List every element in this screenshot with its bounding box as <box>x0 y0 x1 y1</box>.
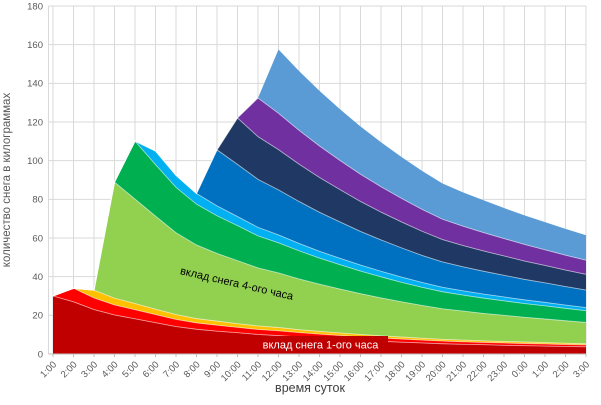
y-tick-label-80: 80 <box>32 195 43 206</box>
x-tick-label-21: 22:00 <box>465 359 490 384</box>
area-series-7 <box>53 141 586 308</box>
x-tick-label-24: 1:00 <box>530 359 551 380</box>
x-tick-label-5: 6:00 <box>141 359 162 380</box>
x-tick-label-23: 0:00 <box>510 359 531 380</box>
x-tick-label-22: 23:00 <box>486 359 511 384</box>
annotation-hour1-box: вклад снега 1-ого часа <box>253 336 388 353</box>
area-series-group <box>53 49 586 354</box>
y-tick-label-40: 40 <box>32 272 43 283</box>
series-separators <box>52 97 587 348</box>
x-tick-label-6: 7:00 <box>161 359 182 380</box>
y-tick-label-140: 140 <box>27 79 43 90</box>
x-tick-label-18: 19:00 <box>404 359 429 384</box>
area-series-8 <box>53 117 586 296</box>
x-tick-label-7: 8:00 <box>182 359 203 380</box>
axis-lines <box>48 6 587 357</box>
x-tick-label-25: 2:00 <box>551 359 572 380</box>
x-tick-label-9: 10:00 <box>219 359 244 384</box>
y-tick-label-160: 160 <box>27 40 43 51</box>
x-tick-label-2: 3:00 <box>79 359 100 380</box>
x-tick-label-1: 2:00 <box>59 359 80 380</box>
y-tick-labels: 0 20 40 60 80 100 120 140 160 180 <box>27 1 43 360</box>
area-series-3 <box>53 288 586 345</box>
x-tick-label-20: 21:00 <box>445 359 470 384</box>
area-series-4 <box>53 182 586 344</box>
x-tick-label-26: 3:00 <box>571 359 592 380</box>
separator-2 <box>52 287 587 346</box>
separator-9 <box>52 97 587 297</box>
annotation-hour1-background <box>253 336 388 353</box>
y-tick-label-0: 0 <box>38 349 43 360</box>
x-tick-label-16: 17:00 <box>363 359 388 384</box>
area-series-1 <box>53 296 586 354</box>
x-tick-label-4: 5:00 <box>120 359 141 380</box>
y-tick-label-120: 120 <box>27 117 43 128</box>
annotation-hour1-label: вклад снега 1-ого часа <box>263 340 380 352</box>
area-series-2 <box>53 288 586 347</box>
x-tick-label-15: 16:00 <box>342 359 367 384</box>
separator-4 <box>52 181 587 323</box>
x-axis-title: время суток <box>275 381 345 395</box>
separator-5 <box>52 140 587 312</box>
x-tick-label-17: 18:00 <box>383 359 408 384</box>
y-tick-label-20: 20 <box>32 311 43 322</box>
y-tick-label-60: 60 <box>32 233 43 244</box>
y-tick-label-180: 180 <box>27 1 43 12</box>
x-tick-label-19: 20:00 <box>424 359 449 384</box>
x-tick-label-3: 4:00 <box>100 359 121 380</box>
y-tick-label-100: 100 <box>27 156 43 167</box>
area-series-10 <box>53 49 586 296</box>
separator-3 <box>52 287 587 345</box>
x-tick-label-0: 1:00 <box>38 359 59 380</box>
y-axis-title: количество снега в килограммах <box>1 93 13 268</box>
x-tick-label-10: 11:00 <box>240 359 264 383</box>
